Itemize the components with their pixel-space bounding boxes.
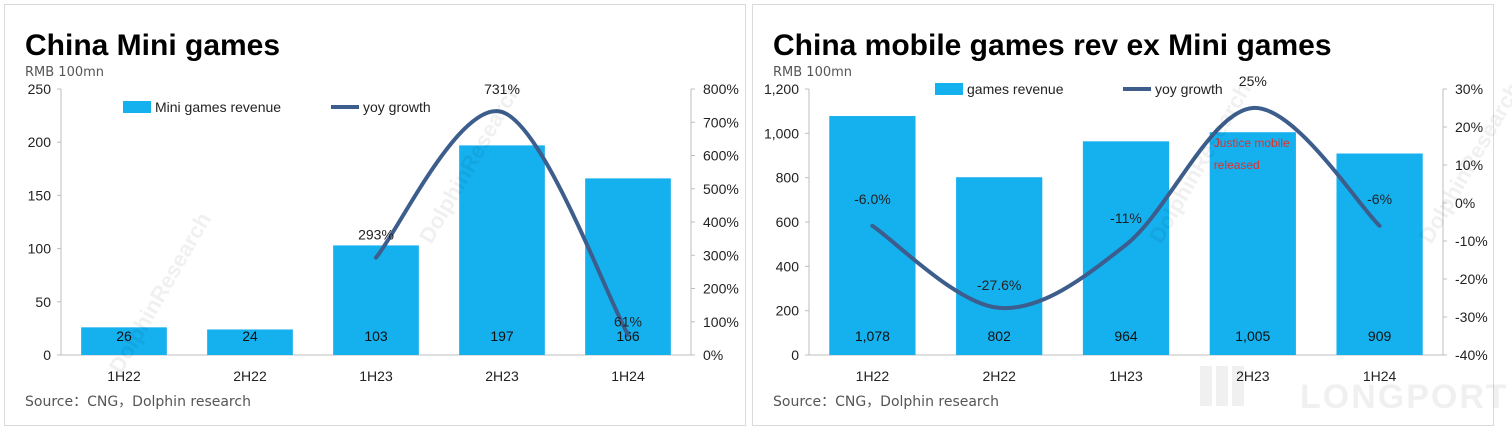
mobile-games-chart-panel: 0 200 400 600 800 1,000 1,200 -40% -30% -20% -10% 0…	[752, 4, 1494, 426]
unit-label: RMB 100mn	[773, 65, 853, 80]
y2-tick-label: -10%	[1455, 233, 1488, 249]
y-tick-label: 1,000	[764, 125, 799, 141]
x-tick-label: 1H23	[1109, 368, 1143, 384]
line-value-label: 25%	[1239, 73, 1267, 89]
line-value-label: 731%	[484, 81, 520, 97]
y2-tick-label: 700%	[703, 114, 739, 130]
yoy-growth-line	[374, 109, 630, 337]
line-value-label: -11%	[1110, 210, 1142, 226]
line-value-label: 293%	[358, 227, 394, 243]
y-tick-label: 50	[35, 294, 51, 310]
y2-tick-label: 800%	[703, 81, 739, 97]
bar-value-label: 26	[116, 328, 132, 344]
legend-label: yoy growth	[363, 99, 431, 115]
y-tick-label: 0	[791, 347, 799, 363]
bar	[1209, 132, 1296, 355]
y2-tick-label: 400%	[703, 214, 739, 230]
y2-tick-label: 300%	[703, 247, 739, 263]
y-tick-label: 150	[28, 187, 52, 203]
y-tick-label: 800	[776, 170, 800, 186]
x-tick-label: 1H24	[611, 368, 645, 384]
y-tick-label: 200	[776, 303, 800, 319]
unit-label: RMB 100mn	[25, 65, 105, 80]
bar-value-label: 1,078	[855, 328, 890, 344]
bar-value-label: 197	[490, 328, 514, 344]
y2-tick-label: 10%	[1455, 157, 1483, 173]
yoy-growth-line	[870, 105, 1382, 310]
y2-tick-label: 500%	[703, 181, 739, 197]
line-value-label: -6%	[1367, 191, 1392, 207]
bar	[829, 116, 916, 355]
bar	[333, 245, 419, 355]
bar-value-label: 909	[1368, 328, 1392, 344]
bar	[1336, 153, 1423, 355]
bar-value-label: 964	[1114, 328, 1138, 344]
line-value-label: -6.0%	[854, 191, 891, 207]
legend-label: games revenue	[967, 81, 1064, 97]
y-tick-label: 250	[28, 81, 52, 97]
bar	[207, 329, 293, 355]
bar	[585, 178, 671, 355]
y-tick-label: 400	[776, 258, 800, 274]
x-tick-label: 2H22	[982, 368, 1016, 384]
y2-tick-label: -30%	[1455, 309, 1488, 325]
legend-label: yoy growth	[1155, 81, 1223, 97]
bar	[81, 327, 167, 355]
annotation-label: Justice mobile released	[1214, 136, 1290, 172]
y2-tick-label: 100%	[703, 314, 739, 330]
bar	[1082, 141, 1170, 355]
x-tick-label: 1H22	[107, 368, 141, 384]
mobile-games-chart: 0 200 400 600 800 1,000 1,200 -40% -30% -20% -10% 0…	[764, 73, 1488, 384]
bar	[956, 177, 1043, 355]
x-tick-label: 1H23	[359, 368, 393, 384]
bar-value-label: 802	[988, 328, 1012, 344]
legend-swatch-bar	[935, 83, 963, 95]
y2-tick-label: 600%	[703, 148, 739, 164]
mini-games-chart: 0 50 100 150 200 250 0% 100% 200% 300% 400% 500% 600…	[28, 81, 739, 384]
y-tick-label: 600	[776, 214, 800, 230]
legend-label: Mini games revenue	[155, 99, 281, 115]
x-tick-label: 1H24	[1363, 368, 1397, 384]
y2-tick-label: -40%	[1455, 347, 1488, 363]
line-value-label: -27.6%	[977, 277, 1021, 293]
y-tick-label: 100	[28, 241, 52, 257]
y2-tick-label: 0%	[703, 347, 723, 363]
chart-title: China Mini games	[25, 29, 281, 62]
line-value-label: 61%	[614, 314, 642, 330]
bar-value-label: 103	[364, 328, 388, 344]
y-tick-label: 0	[43, 347, 51, 363]
y2-tick-label: 20%	[1455, 119, 1483, 135]
legend-swatch-bar	[123, 101, 151, 113]
source-note: Source：CNG，Dolphin research	[773, 394, 999, 410]
x-tick-label: 2H23	[1236, 368, 1270, 384]
y-tick-label: 200	[28, 134, 52, 150]
y2-tick-label: -20%	[1455, 271, 1488, 287]
y2-tick-label: 0%	[1455, 195, 1475, 211]
y2-tick-label: 30%	[1455, 81, 1483, 97]
chart-title: China mobile games rev ex Mini games	[773, 29, 1332, 62]
bar-value-label: 24	[242, 328, 258, 344]
bar-value-label: 1,005	[1235, 328, 1270, 344]
y-tick-label: 1,200	[764, 81, 799, 97]
x-tick-label: 2H23	[485, 368, 519, 384]
y2-tick-label: 200%	[703, 281, 739, 297]
longport-logo-mark	[1200, 366, 1244, 406]
x-tick-label: 2H22	[233, 368, 267, 384]
bar	[459, 145, 545, 355]
mini-games-chart-panel: 0 50 100 150 200 250 0% 100% 200% 300% 400% 500% 600…	[4, 4, 746, 426]
x-tick-label: 1H22	[856, 368, 890, 384]
source-note: Source：CNG，Dolphin research	[25, 394, 251, 410]
longport-logo-text: LONGPORT	[1300, 378, 1509, 416]
